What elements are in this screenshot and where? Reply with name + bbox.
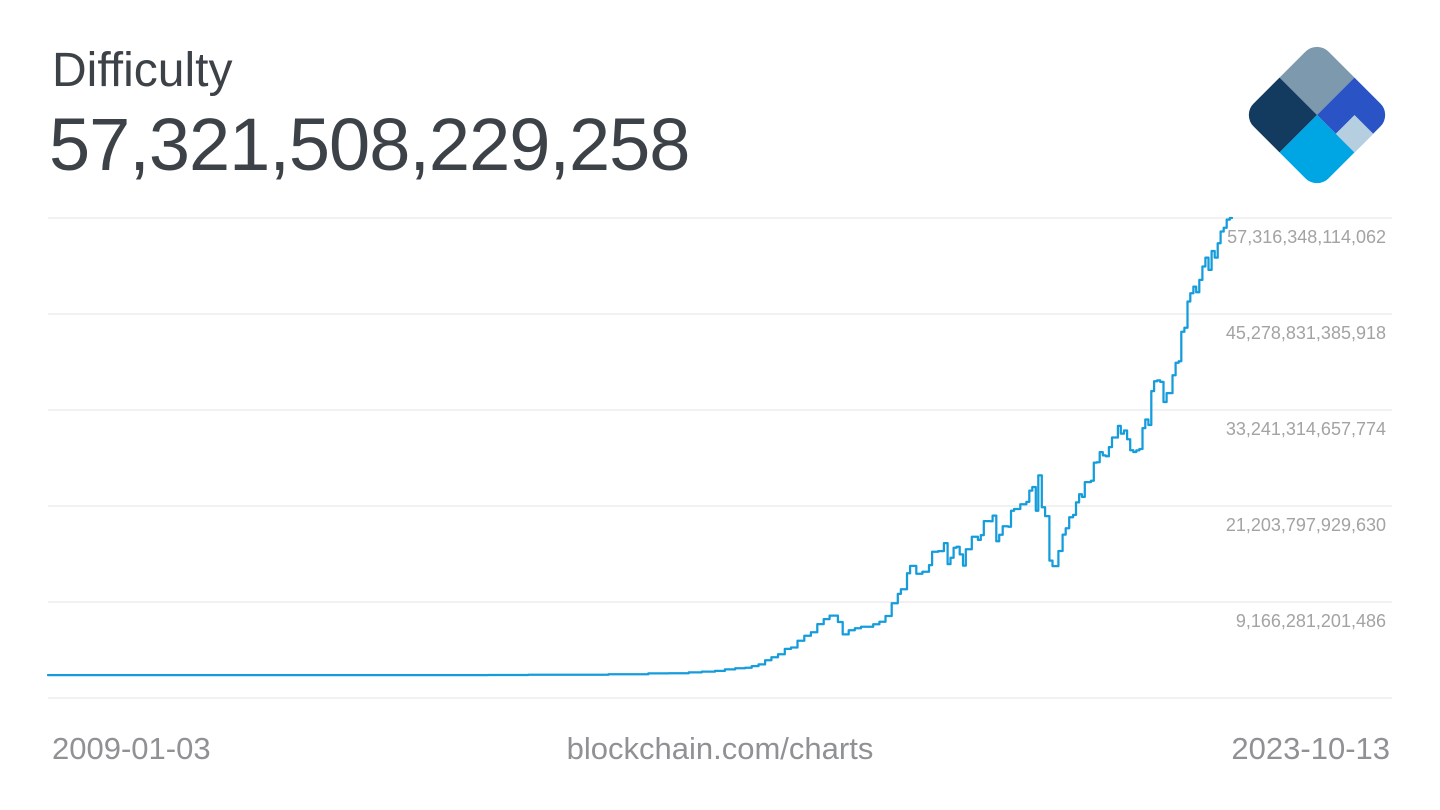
blockchain-logo-icon	[1242, 40, 1392, 190]
logo-quad-slate	[1279, 40, 1355, 116]
y-axis-label: 45,278,831,385,918	[1225, 323, 1386, 343]
difficulty-line	[46, 216, 1234, 677]
y-axis-label: 33,241,314,657,774	[1225, 419, 1386, 439]
source-label: blockchain.com/charts	[566, 731, 874, 766]
x-axis-end-label: 2023-10-13	[1231, 731, 1390, 766]
x-axis-start-label: 2009-01-03	[52, 731, 211, 766]
x-axis-footer: 2009-01-03 blockchain.com/charts 2023-10…	[0, 731, 1440, 771]
page-title: Difficulty	[52, 44, 233, 97]
y-axis-label: 57,316,348,114,062	[1227, 227, 1386, 247]
logo-quad-cyan	[1279, 115, 1355, 190]
current-difficulty-value: 57,321,508,229,258	[49, 103, 690, 186]
gridlines	[48, 217, 1392, 699]
y-axis-label: 9,166,281,201,486	[1235, 611, 1386, 631]
y-axis-label: 21,203,797,929,630	[1225, 515, 1386, 535]
